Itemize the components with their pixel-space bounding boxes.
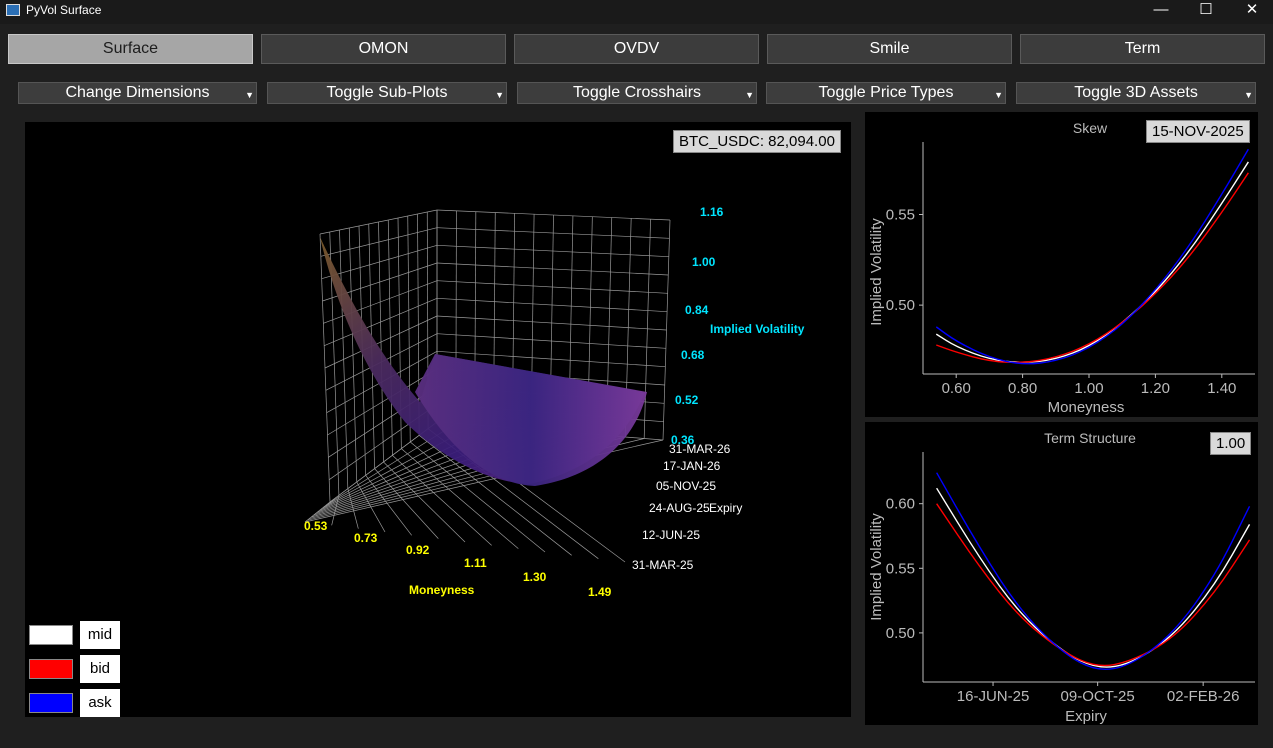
- x-tick-label: 1.40: [1207, 380, 1236, 397]
- y-tick-label: 0.50: [886, 625, 915, 642]
- dropdown-caret-icon: ▼: [245, 90, 254, 100]
- dropdown-caret-icon: ▼: [994, 90, 1003, 100]
- x-tick-label: 0.80: [1008, 380, 1037, 397]
- y-tick-label: 0.50: [886, 297, 915, 314]
- z-tick-label: 1.00: [692, 255, 716, 269]
- z-axis-ticks: 1.16 1.00 0.84 0.68 0.52 0.36: [671, 205, 724, 447]
- term-chart-title: Term Structure: [1044, 430, 1136, 446]
- legend-label-bid: bid: [80, 655, 120, 683]
- price-label: BTC_USDC: 82,094.00: [673, 130, 841, 153]
- skew-chart-title: Skew: [1073, 120, 1108, 136]
- series-line-mid: [935, 161, 1249, 363]
- x-tick-label: 1.49: [588, 585, 612, 599]
- legend-swatch-mid: [29, 625, 73, 645]
- y-tick-label: 31-MAR-25: [632, 558, 694, 572]
- tab-surface[interactable]: Surface: [8, 34, 253, 64]
- skew-chart-panel[interactable]: Skew Moneyness Implied Volatility 0.55 0.…: [865, 112, 1258, 417]
- y-tick-label: 0.55: [886, 207, 915, 224]
- series-line-mid: [936, 487, 1251, 668]
- change-dimensions-button[interactable]: Change Dimensions ▼: [18, 82, 257, 104]
- legend-label-mid: mid: [80, 621, 120, 649]
- term-chart-svg: Term Structure Expiry Implied Volatility…: [868, 430, 1255, 725]
- z-tick-label: 0.84: [685, 303, 709, 317]
- legend-swatch-ask: [29, 693, 73, 713]
- x-tick-label: 1.00: [1074, 380, 1103, 397]
- series-line-ask: [935, 148, 1249, 365]
- minimize-button[interactable]: —: [1153, 1, 1169, 18]
- y-tick-label: 0.55: [886, 560, 915, 577]
- term-x-axis-label: Expiry: [1065, 708, 1107, 725]
- toggle-crosshairs-button[interactable]: Toggle Crosshairs ▼: [517, 82, 757, 104]
- toggle-crosshairs-label: Toggle Crosshairs: [572, 84, 702, 101]
- dropdown-caret-icon: ▼: [1244, 90, 1253, 100]
- series-line-ask: [936, 472, 1251, 670]
- x-tick-label: 0.53: [304, 519, 328, 533]
- toggle-3d-assets-label: Toggle 3D Assets: [1074, 84, 1198, 101]
- window-title: PyVol Surface: [26, 3, 102, 17]
- x-tick-label: 16-JUN-25: [957, 688, 1030, 705]
- toggle-price-types-label: Toggle Price Types: [818, 84, 954, 101]
- y-tick-label: 05-NOV-25: [656, 479, 716, 493]
- x-axis-ticks: 0.53 0.73 0.92 1.11 1.30 1.49: [304, 519, 612, 599]
- term-y-axis-label: Implied Volatility: [868, 513, 885, 621]
- y-tick-label: 17-JAN-26: [663, 459, 721, 473]
- y-tick-label: 24-AUG-25: [649, 501, 710, 515]
- series-line-bid: [936, 503, 1251, 667]
- tab-term[interactable]: Term: [1020, 34, 1265, 64]
- y-tick-label: 12-JUN-25: [642, 528, 700, 542]
- x-tick-label: 1.30: [523, 570, 547, 584]
- dropdown-caret-icon: ▼: [745, 90, 754, 100]
- surface-plot-panel[interactable]: 1.16 1.00 0.84 0.68 0.52 0.36 0.53 0.73 0.92 1.1…: [25, 122, 851, 717]
- maximize-button[interactable]: ☐: [1199, 1, 1213, 18]
- z-tick-label: 1.16: [700, 205, 724, 219]
- skew-date-badge: 15-NOV-2025: [1146, 120, 1250, 143]
- y-axis-ticks: 31-MAR-26 17-JAN-26 05-NOV-25 24-AUG-25 12-J…: [632, 442, 731, 572]
- tab-omon[interactable]: OMON: [261, 34, 506, 64]
- term-chart-panel[interactable]: Term Structure Expiry Implied Volatility…: [865, 422, 1258, 725]
- x-tick-label: 1.11: [464, 556, 487, 570]
- term-moneyness-badge: 1.00: [1210, 432, 1252, 455]
- legend-label-ask: ask: [80, 689, 120, 717]
- skew-x-axis-label: Moneyness: [1048, 399, 1125, 416]
- tab-ovdv[interactable]: OVDV: [514, 34, 759, 64]
- toggle-price-types-button[interactable]: Toggle Price Types ▼: [766, 82, 1006, 104]
- x-tick-label: 09-OCT-25: [1061, 688, 1135, 705]
- x-tick-label: 02-FEB-26: [1167, 688, 1240, 705]
- chart-axes: [922, 452, 1255, 683]
- toggle-subplots-label: Toggle Sub-Plots: [326, 84, 448, 101]
- x-tick-label: 0.60: [942, 380, 971, 397]
- z-tick-label: 0.36: [671, 433, 695, 447]
- x-axis-label: Moneyness: [409, 583, 475, 597]
- y-tick-label: 0.60: [886, 496, 915, 513]
- title-bar: PyVol Surface — ☐ ✕: [0, 0, 1273, 24]
- z-tick-label: 0.52: [675, 393, 699, 407]
- surface-front-sheet: [415, 354, 647, 486]
- chart-axes: [922, 142, 1255, 375]
- skew-y-axis-label: Implied Volatility: [868, 218, 885, 326]
- x-tick-label: 1.20: [1141, 380, 1170, 397]
- app-icon: [6, 4, 20, 16]
- z-axis-label: Implied Volatility: [710, 322, 805, 336]
- x-tick-label: 0.73: [354, 531, 378, 545]
- y-tick-label: 31-MAR-26: [669, 442, 731, 456]
- close-button[interactable]: ✕: [1245, 1, 1259, 18]
- toggle-3d-assets-button[interactable]: Toggle 3D Assets ▼: [1016, 82, 1256, 104]
- legend-swatch-bid: [29, 659, 73, 679]
- toggle-subplots-button[interactable]: Toggle Sub-Plots ▼: [267, 82, 507, 104]
- surface-plot-svg: 1.16 1.00 0.84 0.68 0.52 0.36 0.53 0.73 0.92 1.1…: [304, 205, 805, 599]
- y-axis-label: Expiry: [709, 501, 742, 515]
- x-tick-label: 0.92: [406, 543, 430, 557]
- change-dimensions-label: Change Dimensions: [65, 84, 210, 101]
- dropdown-caret-icon: ▼: [495, 90, 504, 100]
- tab-smile[interactable]: Smile: [767, 34, 1012, 64]
- series-line-bid: [936, 172, 1249, 364]
- skew-chart-svg: Skew Moneyness Implied Volatility 0.55 0.…: [868, 120, 1255, 416]
- z-tick-label: 0.68: [681, 348, 705, 362]
